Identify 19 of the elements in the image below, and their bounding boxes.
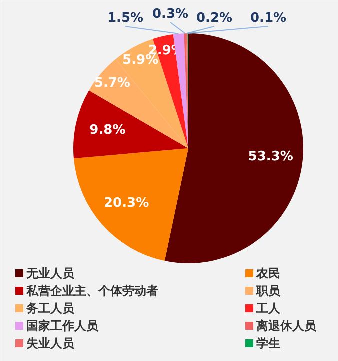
data-label: 5.9% [122,53,159,68]
data-label: 0.2% [196,11,233,26]
data-label: 53.3% [248,150,294,165]
legend-label: 学生 [256,336,280,350]
legend-label: 职员 [256,284,282,298]
legend-label: 离退休人员 [256,319,318,333]
data-label: 1.5% [107,11,144,26]
data-label: 0.3% [152,7,189,22]
data-label: 9.8% [90,122,126,138]
legend-label: 私营企业主、个体劳动者 [26,284,158,298]
legend-label: 农民 [256,266,280,280]
data-label: 20.3% [104,196,150,211]
legend-label: 失业人员 [26,336,76,350]
legend-label: 国家工作人员 [26,319,100,333]
data-label: 0.1% [250,11,287,26]
data-label: 5.7% [94,76,130,92]
legend-label: 务工人员 [26,302,76,316]
legend-label: 无业人员 [26,266,76,280]
legend-label: 工人 [256,302,282,316]
